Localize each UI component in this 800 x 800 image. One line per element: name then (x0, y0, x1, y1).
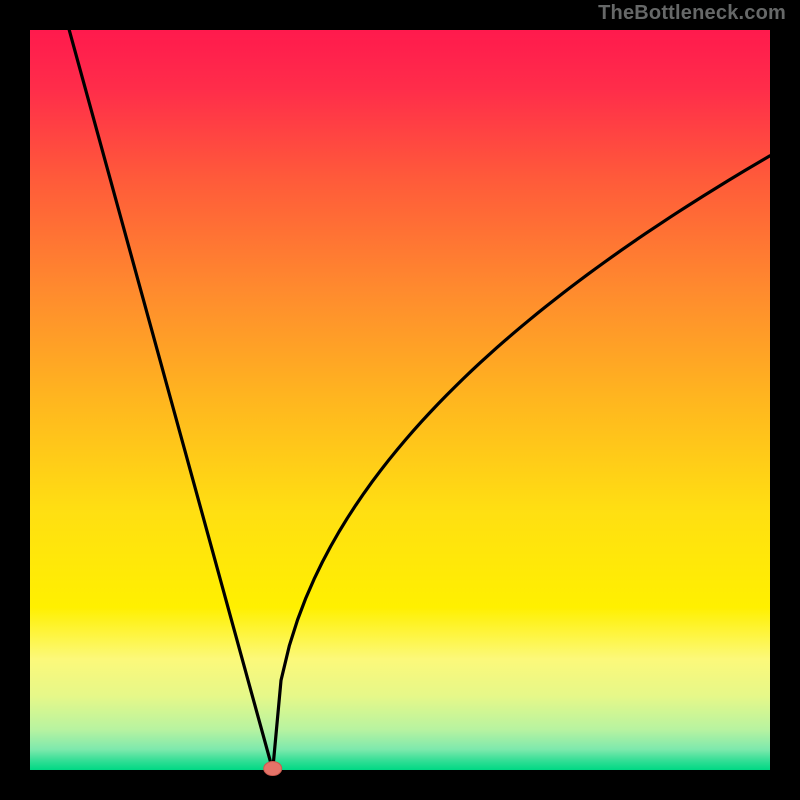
chart-stage: TheBottleneck.com (0, 0, 800, 800)
bottleneck-chart (0, 0, 800, 800)
plot-background (30, 30, 770, 770)
minimum-marker (264, 762, 282, 776)
watermark-text: TheBottleneck.com (598, 2, 786, 25)
